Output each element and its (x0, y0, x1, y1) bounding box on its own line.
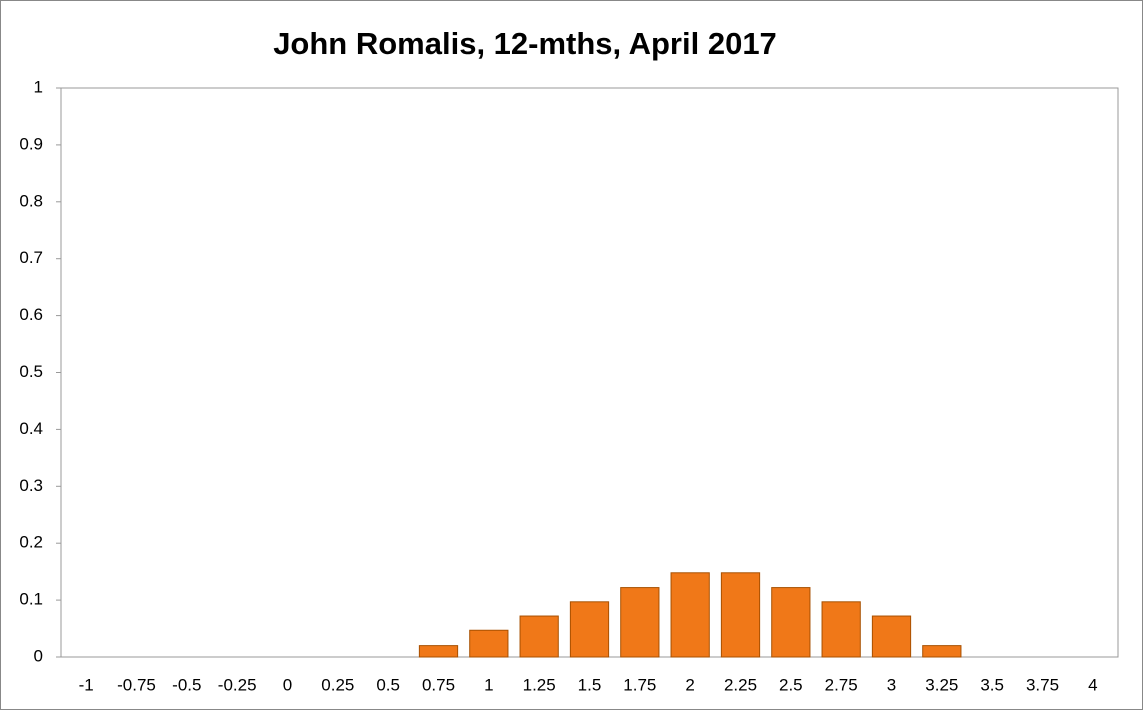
x-tick-label: 1.75 (623, 675, 656, 694)
x-tick-label: 0.25 (321, 675, 354, 694)
y-tick-label: 1 (34, 77, 43, 96)
bar (620, 587, 660, 658)
y-tick-label: 0.2 (19, 533, 43, 552)
x-tick-label: 1.25 (523, 675, 556, 694)
y-tick-label: 0 (34, 646, 43, 665)
x-tick-label: 0 (283, 675, 292, 694)
y-tick-label: 0.1 (19, 590, 43, 609)
x-tick-label: 2.5 (779, 675, 803, 694)
bar (519, 615, 559, 658)
y-tick-label: 0.9 (19, 134, 43, 153)
y-tick-label: 0.4 (19, 419, 43, 438)
y-tick-label: 0.5 (19, 362, 43, 381)
bar (922, 645, 962, 658)
plot-area (60, 87, 1119, 658)
bar (720, 572, 761, 658)
bar (821, 601, 861, 658)
x-tick-label: 4 (1088, 675, 1097, 694)
x-tick-label: 1.5 (578, 675, 602, 694)
bar (871, 615, 912, 658)
x-tick-label: 2.25 (724, 675, 757, 694)
y-tick-label: 0.3 (19, 476, 43, 495)
y-tick-label: 0.8 (19, 191, 43, 210)
y-tick-label: 0.7 (19, 248, 43, 267)
x-tick-label: 1 (484, 675, 493, 694)
x-tick-label: -1 (79, 675, 94, 694)
bar (670, 572, 710, 658)
x-tick-label: -0.25 (218, 675, 257, 694)
x-tick-label: 0.75 (422, 675, 455, 694)
x-tick-label: 3 (887, 675, 896, 694)
x-tick-label: 0.5 (376, 675, 400, 694)
chart-title: John Romalis, 12-mths, April 2017 (273, 26, 777, 61)
x-tick-label: -0.75 (117, 675, 156, 694)
x-tick-label: 2 (685, 675, 694, 694)
x-tick-label: 3.75 (1026, 675, 1059, 694)
bar (771, 587, 811, 658)
bar (569, 601, 610, 658)
x-tick-label: 3.5 (980, 675, 1004, 694)
x-tick-label: -0.5 (172, 675, 201, 694)
x-tick-label: 2.75 (825, 675, 858, 694)
y-tick-label: 0.6 (19, 305, 43, 324)
bar (469, 629, 509, 658)
x-tick-label: 3.25 (925, 675, 958, 694)
bar (418, 645, 459, 658)
